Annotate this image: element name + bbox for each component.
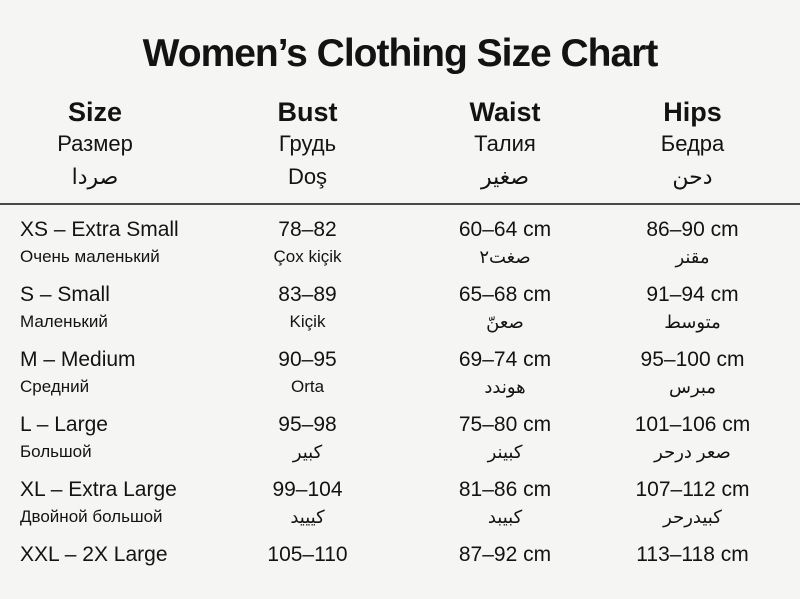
bust-sub-value: Çox kiçik bbox=[273, 247, 342, 266]
hips-value: 113–118 cm bbox=[636, 543, 749, 566]
size-value: S – Small bbox=[20, 283, 110, 306]
hips-value: 95–100 cm bbox=[640, 348, 745, 371]
bust-sub-value: Orta bbox=[290, 377, 325, 396]
waist-sub-value: كبينر bbox=[487, 442, 523, 462]
header-waist-ru: Талия bbox=[474, 131, 536, 156]
waist-value: 69–74 cm bbox=[458, 348, 552, 371]
size-cell: XXL – 2X Large bbox=[0, 540, 190, 570]
header-waist-intl: صغير bbox=[480, 164, 530, 189]
bust-cell: 78–82 Çox kiçik bbox=[190, 215, 425, 269]
waist-cell: 60–64 cm صغت٢ bbox=[425, 215, 585, 269]
waist-value: 75–80 cm bbox=[458, 413, 552, 436]
table-row: XL – Extra Large Двойной большой 99–104 … bbox=[0, 475, 800, 529]
hips-value: 101–106 cm bbox=[634, 413, 751, 436]
bust-cell: 83–89 Kiçik bbox=[190, 280, 425, 334]
header-size-ru: Размер bbox=[57, 131, 133, 156]
bust-value: 90–95 bbox=[278, 348, 337, 371]
bust-cell: 90–95 Orta bbox=[190, 345, 425, 399]
header-bust: Bust Грудь Doş bbox=[190, 96, 425, 193]
waist-value: 60–64 cm bbox=[458, 218, 552, 241]
header-bust-intl: Doş bbox=[287, 164, 328, 189]
size-value: XL – Extra Large bbox=[20, 478, 177, 501]
header-divider bbox=[0, 203, 800, 205]
hips-cell: 113–118 cm bbox=[585, 540, 800, 570]
size-sub-value: Маленький bbox=[20, 312, 108, 331]
hips-sub-value: كبيدرحر bbox=[663, 507, 722, 527]
header-waist: Waist Талия صغير bbox=[425, 96, 585, 193]
size-value: XS – Extra Small bbox=[20, 218, 179, 241]
hips-sub-value: صعر درحر bbox=[654, 442, 731, 462]
bust-sub-value: كبير bbox=[292, 442, 323, 462]
page-title: Women’s Clothing Size Chart bbox=[142, 32, 659, 75]
waist-cell: 87–92 cm bbox=[425, 540, 585, 570]
size-cell: XS – Extra Small Очень маленький bbox=[0, 215, 190, 269]
size-cell: M – Medium Средний bbox=[0, 345, 190, 399]
table-body: XS – Extra Small Очень маленький 78–82 Ç… bbox=[0, 211, 800, 570]
header-size: Size Размер صردا bbox=[0, 96, 190, 193]
header-hips: Hips Бедра دحن bbox=[585, 96, 800, 193]
waist-sub-value: كبيبد bbox=[487, 507, 523, 527]
size-value: XXL – 2X Large bbox=[20, 543, 168, 566]
header-hips-intl: دحن bbox=[672, 164, 713, 189]
size-sub-value: Большой bbox=[20, 442, 92, 461]
size-value: L – Large bbox=[20, 413, 108, 436]
hips-sub-value: مبرس bbox=[669, 377, 716, 397]
table-row: S – Small Маленький 83–89 Kiçik 65–68 cm… bbox=[0, 280, 800, 334]
size-cell: XL – Extra Large Двойной большой bbox=[0, 475, 190, 529]
bust-value: 78–82 bbox=[278, 218, 337, 241]
table-row: L – Large Большой 95–98 كبير 75–80 cm كب… bbox=[0, 410, 800, 464]
hips-value: 107–112 cm bbox=[635, 478, 750, 501]
header-size-en: Size bbox=[67, 97, 123, 127]
waist-value: 81–86 cm bbox=[458, 478, 552, 501]
waist-cell: 81–86 cm كبيبد bbox=[425, 475, 585, 529]
table-row: M – Medium Средний 90–95 Orta 69–74 cm ه… bbox=[0, 345, 800, 399]
waist-cell: 65–68 cm صعنّ bbox=[425, 280, 585, 334]
waist-value: 87–92 cm bbox=[458, 543, 552, 566]
hips-value: 86–90 cm bbox=[646, 218, 739, 241]
table-row: XS – Extra Small Очень маленький 78–82 Ç… bbox=[0, 215, 800, 269]
hips-cell: 101–106 cm صعر درحر bbox=[585, 410, 800, 464]
bust-value: 83–89 bbox=[278, 283, 337, 306]
size-sub-value: Двойной большой bbox=[20, 507, 163, 526]
bust-sub-value: Kiçik bbox=[289, 312, 326, 331]
hips-sub-value: متوسط bbox=[664, 312, 721, 332]
header-bust-ru: Грудь bbox=[278, 131, 337, 156]
bust-sub-value: كيييد bbox=[290, 507, 325, 527]
hips-cell: 91–94 cm متوسط bbox=[585, 280, 800, 334]
waist-sub-value: صغت٢ bbox=[479, 247, 531, 267]
waist-sub-value: هوندد bbox=[484, 377, 526, 397]
hips-cell: 86–90 cm مقنر bbox=[585, 215, 800, 269]
table-header-row: Size Размер صردا Bust Грудь Doş Waist Та… bbox=[0, 96, 800, 193]
size-value: M – Medium bbox=[20, 348, 136, 371]
hips-value: 91–94 cm bbox=[646, 283, 739, 306]
header-size-intl: صردا bbox=[71, 164, 119, 189]
header-hips-ru: Бедра bbox=[660, 131, 725, 156]
bust-cell: 99–104 كيييد bbox=[190, 475, 425, 529]
bust-value: 95–98 bbox=[278, 413, 337, 436]
header-hips-en: Hips bbox=[663, 97, 722, 127]
hips-cell: 107–112 cm كبيدرحر bbox=[585, 475, 800, 529]
waist-sub-value: صعنّ bbox=[486, 312, 524, 332]
size-sub-value: Средний bbox=[20, 377, 90, 396]
size-cell: S – Small Маленький bbox=[0, 280, 190, 334]
waist-cell: 69–74 cm هوندد bbox=[425, 345, 585, 399]
bust-cell: 105–110 bbox=[190, 540, 425, 570]
header-waist-en: Waist bbox=[469, 97, 541, 127]
bust-cell: 95–98 كبير bbox=[190, 410, 425, 464]
size-cell: L – Large Большой bbox=[0, 410, 190, 464]
table-row: XXL – 2X Large 105–110 87–92 cm 113–118 … bbox=[0, 540, 800, 570]
hips-sub-value: مقنر bbox=[675, 247, 710, 267]
waist-cell: 75–80 cm كبينر bbox=[425, 410, 585, 464]
size-sub-value: Очень маленький bbox=[20, 247, 160, 266]
hips-cell: 95–100 cm مبرس bbox=[585, 345, 800, 399]
header-bust-en: Bust bbox=[277, 97, 338, 127]
bust-value: 105–110 bbox=[267, 543, 348, 566]
bust-value: 99–104 bbox=[272, 478, 343, 501]
waist-value: 65–68 cm bbox=[458, 283, 552, 306]
